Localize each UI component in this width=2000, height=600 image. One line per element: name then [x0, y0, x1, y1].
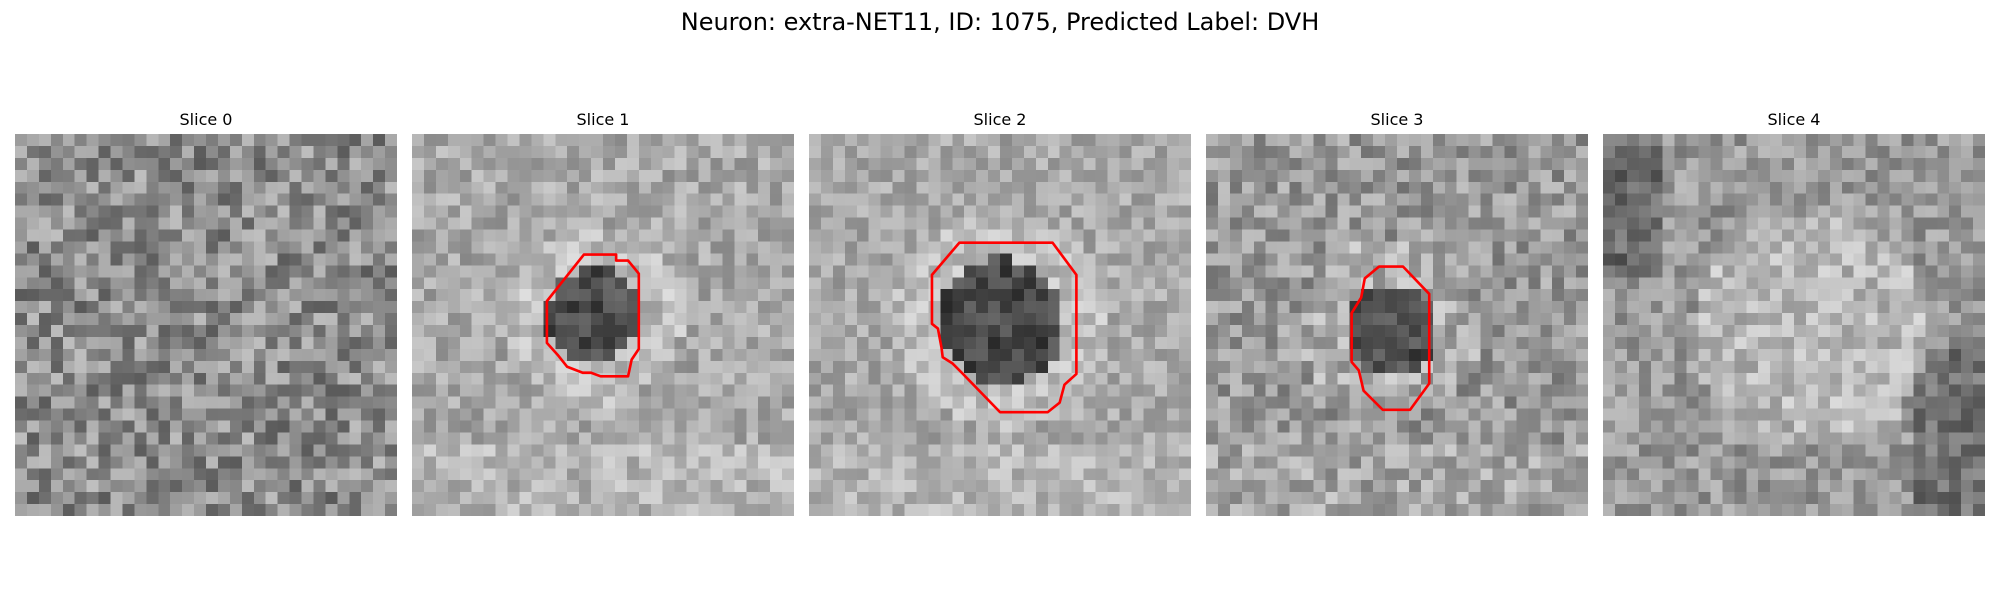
slice-title: Slice 4: [1767, 110, 1821, 129]
pixel-grid: [1603, 134, 1985, 516]
pixel-grid: [809, 134, 1191, 516]
slice-panel-3: Slice 3: [1206, 108, 1588, 518]
figure-title: Neuron: extra-NET11, ID: 1075, Predicted…: [680, 8, 1320, 36]
slice-panel-1: Slice 1: [412, 108, 794, 518]
neuron-contour: [930, 241, 1078, 414]
slice-title: Slice 1: [576, 110, 630, 129]
slice-image-1: [412, 134, 794, 516]
slice-image-2: [809, 134, 1191, 516]
pixel-grid: [15, 134, 397, 516]
neuron-contour: [545, 253, 641, 378]
slice-title: Slice 3: [1370, 110, 1424, 129]
slice-panel-4: Slice 4: [1603, 108, 1985, 518]
slice-panel-2: Slice 2: [809, 108, 1191, 518]
pixel-grid: [1206, 134, 1588, 516]
slice-image-0: [15, 134, 397, 516]
slice-panel-0: Slice 0: [15, 108, 397, 518]
slice-image-3: [1206, 134, 1588, 516]
slice-title: Slice 0: [179, 110, 233, 129]
slice-image-4: [1603, 134, 1985, 516]
slice-title: Slice 2: [973, 110, 1027, 129]
pixel-grid: [412, 134, 794, 516]
neuron-contour: [1350, 265, 1431, 412]
